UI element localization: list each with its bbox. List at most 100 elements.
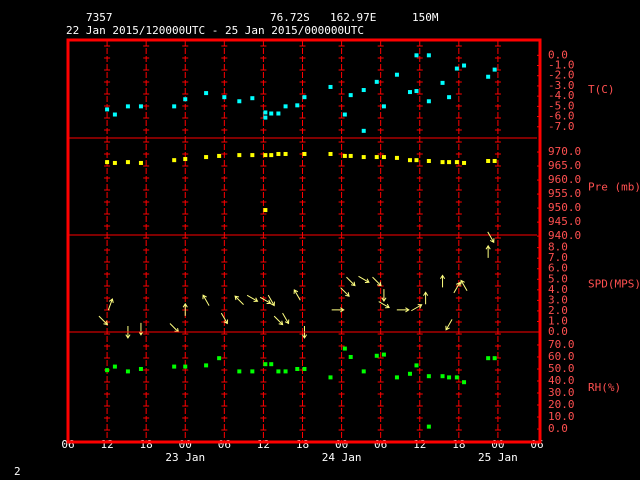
y-tick-label: 3.0 bbox=[548, 293, 568, 306]
wind-arrow bbox=[293, 289, 301, 301]
point bbox=[414, 89, 419, 94]
y-tick-label: 965.0 bbox=[548, 159, 581, 172]
point bbox=[295, 366, 300, 371]
point bbox=[394, 375, 399, 380]
point bbox=[222, 95, 227, 100]
point bbox=[492, 356, 497, 361]
point bbox=[426, 374, 431, 379]
point bbox=[276, 151, 281, 156]
point bbox=[328, 151, 333, 156]
point bbox=[348, 93, 353, 98]
point bbox=[276, 369, 281, 374]
x-tick-label: 12 bbox=[257, 438, 270, 451]
point bbox=[342, 112, 347, 117]
y-axis-label: SPD(MPS) bbox=[588, 278, 640, 291]
y-tick-label: 955.0 bbox=[548, 187, 581, 200]
date-label: 24 Jan bbox=[322, 451, 362, 464]
point bbox=[237, 99, 242, 104]
point bbox=[138, 104, 143, 109]
wind-arrow bbox=[202, 294, 210, 306]
wind-arrow bbox=[445, 319, 453, 331]
y-tick-label: 960.0 bbox=[548, 173, 581, 186]
point bbox=[426, 158, 431, 163]
x-tick-label: 06 bbox=[530, 438, 543, 451]
y-tick-label: 0.0 bbox=[548, 325, 568, 338]
point bbox=[407, 158, 412, 163]
point bbox=[263, 153, 268, 158]
point bbox=[302, 95, 307, 100]
point bbox=[302, 151, 307, 156]
y-tick-label: 8.0 bbox=[548, 241, 568, 254]
point bbox=[381, 104, 386, 109]
point bbox=[295, 103, 300, 108]
point bbox=[394, 72, 399, 77]
point bbox=[204, 91, 209, 96]
page-number: 2 bbox=[14, 465, 21, 478]
point bbox=[250, 153, 255, 158]
y-tick-label: -2.0 bbox=[548, 69, 575, 82]
point bbox=[381, 352, 386, 357]
y-tick-label: 50.0 bbox=[548, 362, 575, 375]
y-tick-label: 40.0 bbox=[548, 374, 575, 387]
point bbox=[486, 74, 491, 79]
y-tick-label: 30.0 bbox=[548, 386, 575, 399]
period: 22 Jan 2015/120000UTC - 25 Jan 2015/0000… bbox=[66, 24, 364, 37]
point bbox=[492, 158, 497, 163]
wind-arrow bbox=[267, 294, 275, 307]
y-axis-label: RH(%) bbox=[588, 381, 621, 394]
wind-arrow bbox=[346, 276, 356, 287]
x-tick-label: 12 bbox=[100, 438, 113, 451]
point bbox=[447, 375, 452, 380]
point bbox=[407, 90, 412, 95]
date-label: 23 Jan bbox=[165, 451, 205, 464]
point bbox=[276, 111, 281, 116]
point bbox=[447, 160, 452, 165]
point bbox=[328, 84, 333, 89]
point bbox=[125, 369, 130, 374]
wind-arrow bbox=[396, 307, 410, 313]
x-tick-label: 12 bbox=[413, 438, 426, 451]
point bbox=[269, 111, 274, 116]
y-tick-label: 940.0 bbox=[548, 229, 581, 242]
point bbox=[486, 158, 491, 163]
x-tick-label: 00 bbox=[179, 438, 192, 451]
station-id: 7357 bbox=[86, 11, 113, 24]
point bbox=[172, 104, 177, 109]
point bbox=[217, 356, 222, 361]
point bbox=[204, 363, 209, 368]
wind-arrow bbox=[485, 244, 491, 258]
point bbox=[302, 366, 307, 371]
y-tick-label: -4.0 bbox=[548, 89, 575, 102]
x-tick-label: 00 bbox=[491, 438, 504, 451]
point bbox=[112, 112, 117, 117]
point bbox=[172, 364, 177, 369]
wind-arrow bbox=[487, 231, 495, 244]
point bbox=[348, 354, 353, 359]
wind-arrow bbox=[98, 315, 109, 326]
y-axis-label: Pre (mb) bbox=[588, 181, 640, 194]
point bbox=[361, 155, 366, 160]
point bbox=[112, 364, 117, 369]
point bbox=[374, 155, 379, 160]
wind-arrow bbox=[282, 312, 290, 325]
point bbox=[172, 158, 177, 163]
y-tick-label: 0.0 bbox=[548, 422, 568, 435]
wind-arrow bbox=[453, 281, 461, 294]
wind-arrow bbox=[234, 295, 244, 305]
y-tick-label: 60.0 bbox=[548, 350, 575, 363]
point bbox=[440, 374, 445, 379]
y-tick-label: -5.0 bbox=[548, 99, 575, 112]
y-tick-label: 0.0 bbox=[548, 48, 568, 61]
x-tick-label: 06 bbox=[218, 438, 231, 451]
point bbox=[183, 157, 188, 162]
point bbox=[250, 96, 255, 101]
point bbox=[426, 99, 431, 104]
point bbox=[283, 104, 288, 109]
point bbox=[328, 375, 333, 380]
latitude: 76.72S bbox=[270, 11, 310, 24]
point bbox=[374, 353, 379, 358]
point bbox=[269, 362, 274, 367]
point bbox=[204, 155, 209, 160]
point bbox=[414, 363, 419, 368]
